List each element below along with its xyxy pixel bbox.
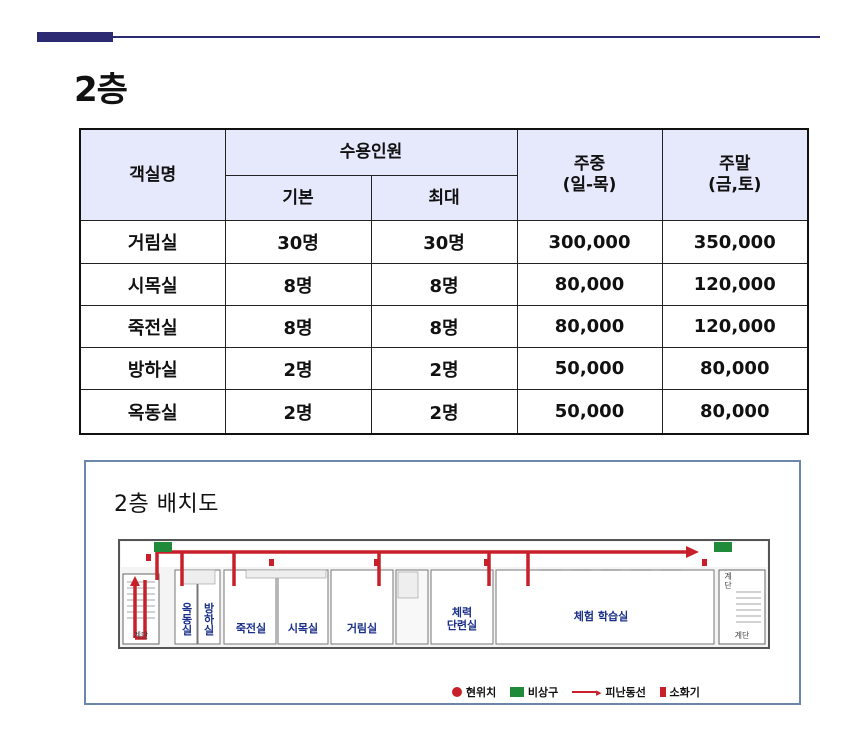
room-label-char: 동 (181, 613, 193, 626)
room-georim (330, 569, 394, 645)
table-row: 죽전실 8명 8명 80,000 120,000 (79, 305, 809, 348)
header-accent-bar (37, 32, 113, 42)
cell-basic: 2명 (224, 389, 372, 435)
cell-max: 30명 (370, 220, 518, 264)
stairs-right-top-label: 계 단 (722, 572, 734, 590)
header-rule (37, 36, 820, 38)
page-title: 2층 (74, 70, 128, 110)
cell-max: 2명 (370, 347, 518, 390)
route-arrow-icon (572, 691, 597, 693)
route-arrowhead (686, 546, 699, 558)
corridor (121, 542, 767, 567)
floor-plan-title: 2층 배치도 (114, 492, 219, 517)
cell-weekday: 80,000 (516, 263, 663, 306)
table-row: 거림실 30명 30명 300,000 350,000 (79, 220, 809, 264)
cell-max: 8명 (370, 263, 518, 306)
exit-sign-icon (510, 687, 525, 697)
extinguisher-icons (146, 554, 707, 566)
cell-weekday: 50,000 (516, 347, 663, 390)
stairs-label-char: 단 (724, 581, 732, 590)
table-row: 방하실 2명 2명 50,000 80,000 (79, 347, 809, 390)
stairs-right-steps (736, 591, 761, 623)
cell-room-name: 옥동실 (79, 389, 226, 435)
room-label-bangha: 방 하 실 (200, 603, 218, 636)
header-max: 최대 (370, 175, 518, 221)
room-label-simok: 시목실 (287, 622, 319, 635)
room-label-line: 체력 (451, 606, 473, 619)
stairs-left (122, 573, 160, 645)
legend-exit: 비상구 (527, 686, 559, 699)
cell-basic: 2명 (224, 347, 372, 390)
route-arrow-up (130, 576, 140, 586)
cell-weekend: 120,000 (661, 263, 809, 306)
cell-room-name: 죽전실 (79, 305, 226, 348)
legend-extinguisher: 소화기 (669, 686, 700, 699)
room-simok (277, 569, 329, 645)
stairs-right (718, 569, 766, 645)
room-label-experience: 체험 학습실 (573, 610, 629, 623)
hatch-blocks (180, 569, 419, 599)
room-label-char: 실 (181, 624, 193, 637)
stairs-left-steps (127, 581, 155, 619)
room-label-char: 옥 (181, 602, 193, 615)
room-label-char: 하 (203, 613, 215, 626)
header-room-name: 객실명 (79, 128, 226, 221)
cell-weekend: 80,000 (661, 389, 809, 435)
cell-basic: 30명 (224, 220, 372, 264)
cell-max: 8명 (370, 305, 518, 348)
cell-weekend: 350,000 (661, 220, 809, 264)
room-label-georim: 거림실 (346, 622, 378, 635)
room-label-okdong: 옥 동 실 (178, 603, 196, 636)
header-capacity: 수용인원 (224, 128, 518, 176)
room-fitness (430, 569, 494, 645)
exit-sign-icon (154, 542, 172, 552)
route-arrowhead-icon: ▸ (595, 685, 602, 699)
floor-plan: 2층 배치도 (84, 460, 801, 705)
floor-plan-drawing (118, 539, 770, 649)
cell-room-name: 거림실 (79, 220, 226, 264)
cell-max: 2명 (370, 389, 518, 435)
stairs-right-label: 계단 (734, 631, 750, 640)
room-label-char: 실 (203, 624, 215, 637)
table-row: 옥동실 2명 2명 50,000 80,000 (79, 389, 809, 435)
header-basic: 기본 (224, 175, 372, 221)
room-label-jukjeon: 죽전실 (235, 622, 267, 635)
room-label-char: 방 (203, 602, 215, 615)
room-label-line: 단련실 (446, 619, 478, 632)
room-price-table: 객실명 수용인원 주중 (일-목) 주말 (금,토) 기본 최대 거림실 30명… (79, 128, 809, 435)
cell-weekday: 300,000 (516, 220, 663, 264)
cell-basic: 8명 (224, 263, 372, 306)
legend-current: 현위치 (465, 686, 497, 699)
cell-weekend: 80,000 (661, 347, 809, 390)
room-label-fitness: 체력 단련실 (432, 606, 492, 632)
header-weekday: 주중 (일-목) (516, 128, 663, 221)
room-experience (495, 569, 715, 645)
cell-room-name: 방하실 (79, 347, 226, 390)
cell-room-name: 시목실 (79, 263, 226, 306)
table-row: 시목실 8명 8명 80,000 120,000 (79, 263, 809, 306)
cell-basic: 8명 (224, 305, 372, 348)
cell-weekend: 120,000 (661, 305, 809, 348)
legend-route: 피난동선 (605, 686, 646, 699)
stairs-left-label: 계단 (133, 631, 149, 640)
exit-sign-icon (714, 542, 732, 552)
header-weekend: 주말 (금,토) (661, 128, 809, 221)
stairs-label-char: 계 (724, 572, 732, 581)
cell-weekday: 50,000 (516, 389, 663, 435)
current-location-icon (452, 687, 462, 697)
floor-plan-legend: 현위치 비상구 ▸ 피난동선 소화기 (452, 684, 700, 700)
extinguisher-icon (659, 687, 666, 697)
cell-weekday: 80,000 (516, 305, 663, 348)
